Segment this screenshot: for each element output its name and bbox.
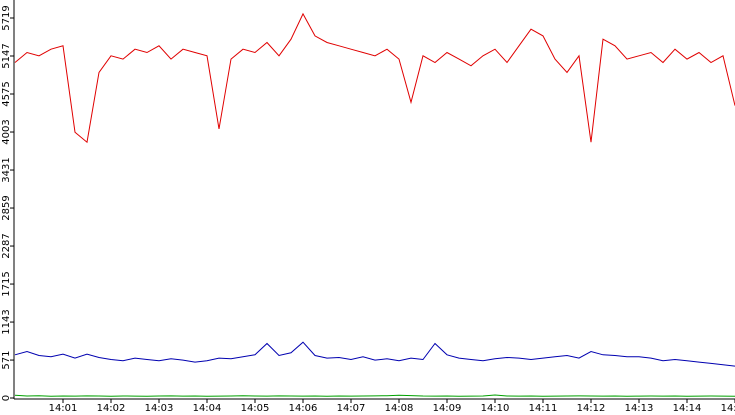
- y-tick-label: 1715: [1, 271, 12, 296]
- x-tick-label: 14:04: [193, 403, 222, 414]
- x-tick-label: 14:01: [49, 403, 78, 414]
- x-tick-label: 14:13: [625, 403, 654, 414]
- x-tick-label: 14:09: [433, 403, 462, 414]
- y-tick-label: 4575: [1, 81, 12, 106]
- x-tick-label: 14:02: [97, 403, 126, 414]
- y-tick-label: 571: [1, 351, 12, 370]
- x-tick-label: 14:11: [529, 403, 558, 414]
- x-tick-label: 14:07: [337, 403, 366, 414]
- x-tick-label: 14:15: [721, 403, 735, 414]
- x-tick-label: 14:03: [145, 403, 174, 414]
- y-tick-label: 2287: [1, 233, 12, 258]
- y-tick-label: 2859: [1, 195, 12, 220]
- x-tick-label: 14:08: [385, 403, 414, 414]
- x-tick-label: 14:14: [673, 403, 702, 414]
- y-tick-label: 1143: [1, 309, 12, 334]
- x-tick-label: 14:06: [289, 403, 318, 414]
- series-line: [14, 12, 735, 144]
- series-line: [14, 394, 735, 397]
- y-tick-label: 5719: [1, 5, 12, 30]
- x-tick-label: 14:12: [577, 403, 606, 414]
- y-tick-label: 3431: [1, 157, 12, 182]
- x-tick-label: 14:10: [481, 403, 510, 414]
- x-tick-label: 14:05: [241, 403, 270, 414]
- series-line: [14, 341, 735, 367]
- y-tick-label: 5147: [1, 43, 12, 68]
- y-tick-label: 0: [1, 395, 12, 401]
- y-tick-label: 4003: [1, 119, 12, 144]
